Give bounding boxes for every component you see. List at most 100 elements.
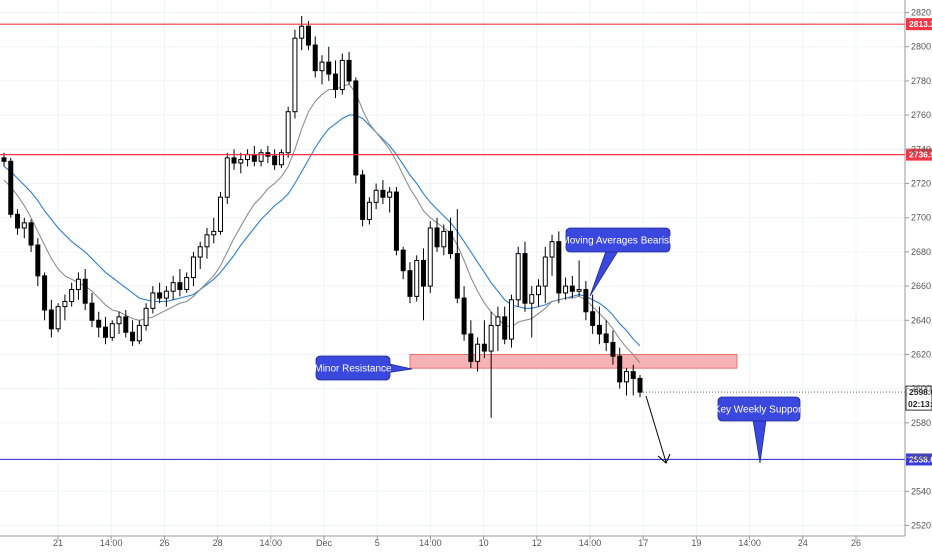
candle	[177, 269, 183, 297]
candle	[339, 53, 345, 95]
minor-resistance-callout-box	[315, 355, 391, 381]
candle	[583, 280, 589, 321]
bear-candle-body	[502, 316, 508, 340]
time-tick-label: 26	[851, 538, 861, 548]
bull-candle-body	[136, 324, 142, 342]
candle	[197, 241, 203, 269]
minor-resistance-callout-text: Minor Resistance	[314, 364, 392, 375]
candle	[630, 364, 636, 396]
bull-candle-body	[184, 277, 190, 291]
candle	[96, 311, 102, 338]
fast-moving-average-line	[3, 83, 641, 364]
price-tick-label: 2560.0	[911, 452, 932, 462]
bear-candle-body	[583, 289, 589, 313]
slow-moving-average-line	[3, 114, 641, 347]
bull-candle-body	[150, 292, 156, 309]
candle	[441, 224, 447, 256]
bull-candle-body	[109, 323, 115, 338]
price-tick-label: 2600.0	[911, 384, 932, 394]
candle	[387, 186, 393, 213]
bull-candle-body	[387, 191, 393, 198]
bear-candle-body	[569, 285, 575, 292]
horizontal-levels-layer[interactable]: 2813.2 2736.9 2558.6 2598.0 02:13:19	[0, 18, 932, 466]
bull-candle-body	[62, 300, 68, 308]
bear-candle-body	[393, 191, 399, 251]
candle	[475, 337, 481, 372]
price-level-tag-label: 2813.2	[909, 19, 932, 29]
bull-candle-body	[536, 285, 542, 296]
price-tick-label: 2540.0	[911, 486, 932, 496]
candle	[62, 294, 68, 321]
bull-candle-body	[339, 59, 345, 90]
price-tick-label: 2780.0	[911, 76, 932, 86]
candle	[448, 217, 454, 259]
bull-candle-body	[414, 259, 420, 297]
time-tick-label: 14:00	[738, 538, 761, 548]
bear-candle-body	[15, 213, 21, 229]
candle	[8, 157, 14, 218]
candle	[495, 306, 501, 352]
price-axis[interactable]: 2520.0 2540.0 2560.0 2580.0 2600.0 2620.0 2640…	[904, 0, 932, 536]
annotations-layer[interactable]: Minor Resistance Moving Averages Bearish K…	[314, 227, 805, 464]
candle	[502, 306, 508, 345]
bull-candle-body	[163, 290, 169, 299]
bear-candle-body	[353, 80, 359, 176]
minor-resistance-callout[interactable]: Minor Resistance	[314, 355, 413, 381]
candle	[596, 306, 602, 345]
time-tick-label: 10	[479, 538, 489, 548]
price-level-tag-label: 2558.6	[909, 454, 932, 464]
candle	[190, 251, 196, 287]
key-weekly-support-callout-text: Key Weekly Support	[714, 405, 805, 416]
bull-candle-body	[218, 196, 224, 232]
bull-candle-body	[441, 230, 447, 248]
candle	[204, 227, 210, 259]
bear-candle-body	[346, 59, 352, 82]
candle	[102, 316, 108, 345]
candle	[211, 217, 217, 244]
bull-candle-body	[285, 111, 291, 154]
candle	[150, 286, 156, 314]
time-tick-label: 12	[532, 538, 542, 548]
candle	[468, 320, 474, 369]
bear-candle-body	[630, 371, 636, 379]
price-tick-label: 2740.0	[911, 144, 932, 154]
bull-candle-body	[143, 307, 149, 326]
bear-candle-body	[177, 282, 183, 291]
candle	[35, 238, 41, 287]
candle	[576, 260, 582, 297]
bull-candle-body	[529, 294, 535, 304]
candle	[305, 21, 311, 51]
candle	[481, 320, 487, 358]
bear-candle-body	[637, 377, 643, 393]
bear-candle-body	[42, 275, 48, 311]
candle	[333, 60, 339, 99]
time-axis[interactable]: 21 14:00 26 28 14:00 Dec 5 14:00 10 12 14:00 17 19 14…	[0, 535, 905, 548]
key-weekly-support-callout[interactable]: Key Weekly Support	[714, 396, 805, 464]
bull-candle-body	[542, 256, 548, 287]
candle	[75, 272, 81, 300]
time-tick-label: 14:00	[100, 538, 123, 548]
candle	[434, 217, 440, 252]
price-tick-label: 2580.0	[911, 418, 932, 428]
bear-candle-body	[102, 326, 108, 338]
projection-arrow-shaft	[645, 395, 667, 463]
bull-candle-body	[292, 37, 298, 113]
candle	[420, 248, 426, 321]
bull-candle-body	[21, 222, 27, 229]
time-tick-label: 14:00	[260, 538, 283, 548]
time-tick-label: 14:00	[579, 538, 602, 548]
bear-candle-body	[380, 189, 386, 198]
bear-candle-body	[400, 249, 406, 272]
bull-candle-body	[563, 285, 569, 294]
candle	[522, 241, 528, 312]
candle	[393, 186, 399, 256]
candle	[366, 197, 372, 225]
price-tick-label: 2700.0	[911, 213, 932, 223]
ma-bearish-callout[interactable]: Moving Averages Bearish	[561, 227, 675, 297]
bull-candle-body	[299, 25, 305, 39]
bull-candle-body	[55, 306, 61, 330]
bear-candle-body	[468, 333, 474, 362]
bear-candle-body	[448, 230, 454, 255]
